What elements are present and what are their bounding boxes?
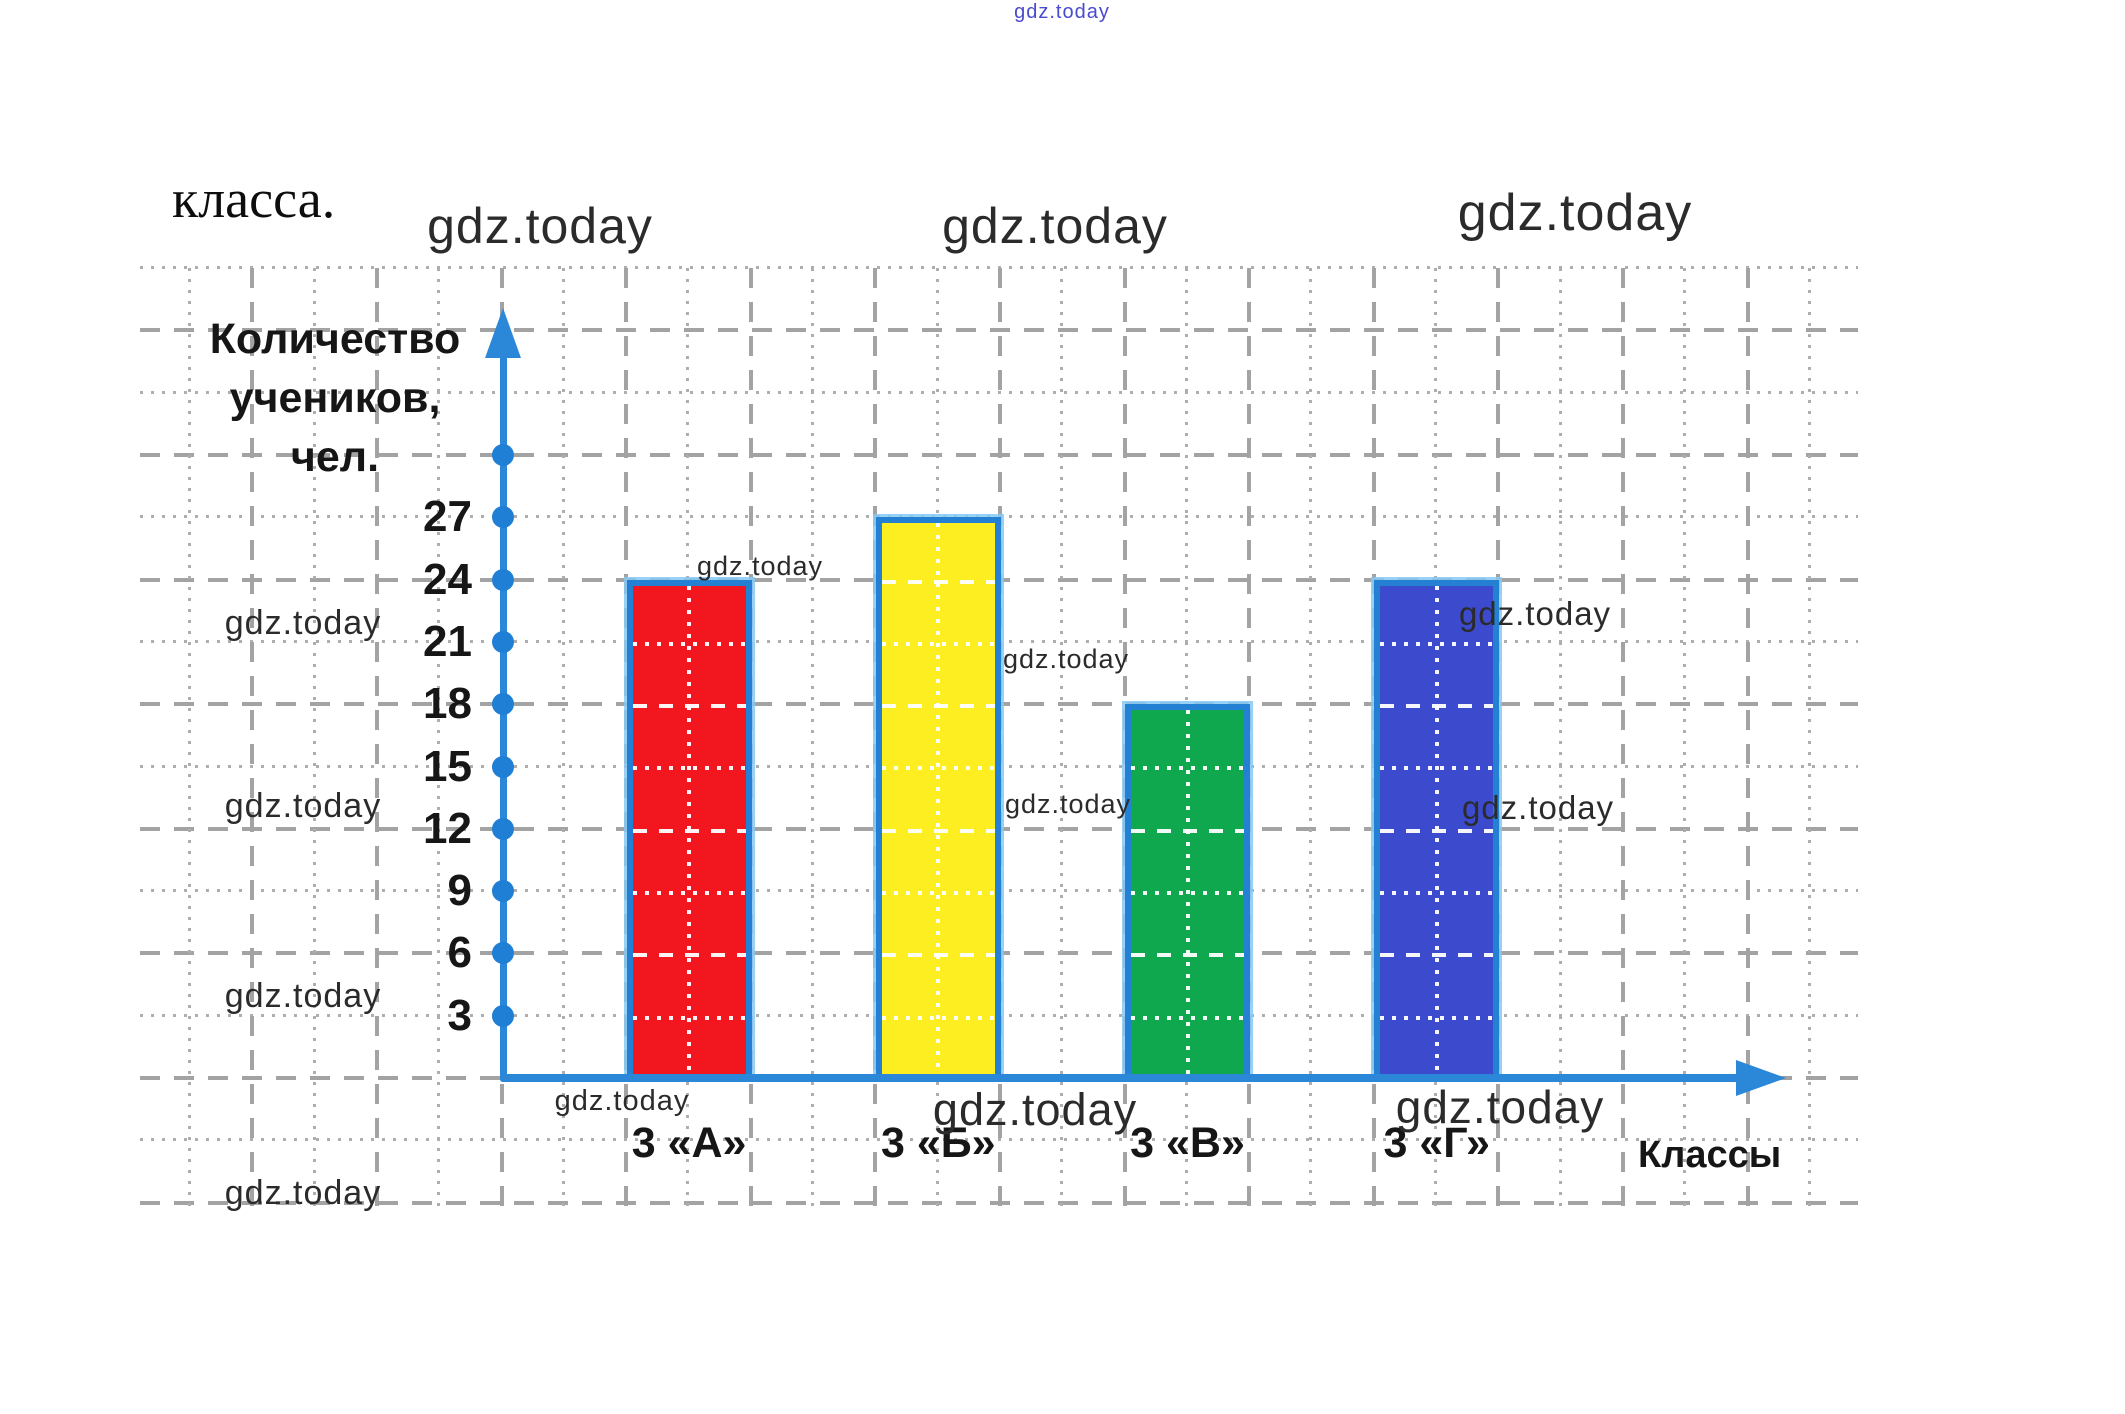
gridline-vertical <box>374 268 379 1206</box>
watermark: gdz.today <box>1457 184 1693 242</box>
watermark: gdz.today <box>932 1084 1138 1135</box>
x-axis-title: Классы <box>1638 1134 1782 1176</box>
y-axis-title-line: чел. <box>290 433 380 481</box>
y-tick-label: 3 <box>447 990 472 1040</box>
bar-gridline-vertical <box>1434 585 1439 1078</box>
watermark: gdz.today <box>1004 789 1132 819</box>
y-axis-arrow-icon <box>485 308 521 358</box>
bar-gridline-vertical <box>936 523 941 1078</box>
y-tick-label: 24 <box>423 554 472 604</box>
gridline-vertical <box>811 268 814 1206</box>
watermark: gdz.today <box>696 551 824 581</box>
y-axis-title: Количество учеников, чел. <box>200 310 470 487</box>
watermark: gdz.today <box>224 1174 382 1212</box>
y-axis-tick-dot <box>492 942 514 965</box>
y-axis-tick-dot <box>492 755 514 778</box>
y-axis-title-line: Количество <box>209 315 461 363</box>
watermark: gdz.today <box>1002 644 1130 674</box>
x-category-label: 3 «Б» <box>880 1119 996 1167</box>
gridline-vertical <box>1807 268 1811 1206</box>
watermark: gdz.today <box>1395 1081 1605 1133</box>
y-tick-label: 9 <box>447 866 472 916</box>
gridline-vertical <box>1122 268 1127 1206</box>
y-axis-tick-dot <box>492 506 514 529</box>
y-tick-label: 6 <box>447 928 472 978</box>
gridline-vertical <box>624 268 629 1206</box>
gridline-vertical <box>1683 268 1687 1206</box>
bar-3 «В» <box>1125 704 1250 1078</box>
gridline-vertical <box>1060 268 1064 1206</box>
gridline-vertical <box>873 268 878 1206</box>
x-axis-arrow-icon <box>1736 1060 1786 1096</box>
y-axis-tick-dot <box>492 444 514 466</box>
gridline-vertical <box>1558 268 1562 1206</box>
gridline-vertical <box>250 268 255 1206</box>
gridline-vertical <box>188 268 191 1206</box>
gridline-horizontal <box>140 266 1858 270</box>
bar-3 «Б» <box>875 517 1001 1078</box>
page-heading-fragment: класса. <box>172 169 336 229</box>
y-axis-tick-dot <box>492 880 514 903</box>
y-axis-tick-dot <box>492 817 514 840</box>
watermark-top-link: gdz.today <box>1014 1 1110 23</box>
x-category-label: 3 «В» <box>1130 1119 1245 1167</box>
y-tick-label: 18 <box>423 679 472 729</box>
x-category-label: 3 «А» <box>631 1119 747 1167</box>
gridline-vertical <box>1309 268 1313 1206</box>
gridline-vertical <box>1371 268 1376 1206</box>
watermark: gdz.today <box>224 787 382 825</box>
watermark: gdz.today <box>554 1085 690 1117</box>
x-category-label: 3 «Г» <box>1383 1119 1490 1167</box>
watermark: gdz.today <box>224 604 382 642</box>
y-axis-tick-dot <box>492 1004 514 1027</box>
gridline-vertical <box>312 268 316 1206</box>
watermark: gdz.today <box>427 198 653 254</box>
gridline-vertical <box>1620 268 1625 1206</box>
y-tick-label: 12 <box>423 803 472 853</box>
watermark: gdz.today <box>942 198 1168 254</box>
bar-gridline-vertical <box>1185 710 1190 1078</box>
watermark: gdz.today <box>1458 595 1612 632</box>
gridline-vertical <box>437 268 441 1206</box>
bar-3 «Г» <box>1374 579 1500 1078</box>
watermark: gdz.today <box>1461 789 1615 826</box>
watermark: gdz.today <box>224 977 382 1015</box>
y-tick-label: 27 <box>423 492 472 542</box>
y-tick-label: 15 <box>423 741 472 791</box>
bar-3 «А» <box>626 579 752 1078</box>
y-axis-title-line: учеников, <box>229 374 441 422</box>
x-axis-line <box>500 1074 1739 1082</box>
y-axis-tick-dot <box>492 693 514 716</box>
bar-gridline-vertical <box>687 585 692 1078</box>
y-axis-tick-dot <box>492 568 514 591</box>
y-axis-tick-dot <box>492 630 514 653</box>
gridline-vertical <box>561 268 565 1206</box>
y-tick-label: 21 <box>423 616 472 666</box>
gridline-vertical <box>1745 268 1750 1206</box>
